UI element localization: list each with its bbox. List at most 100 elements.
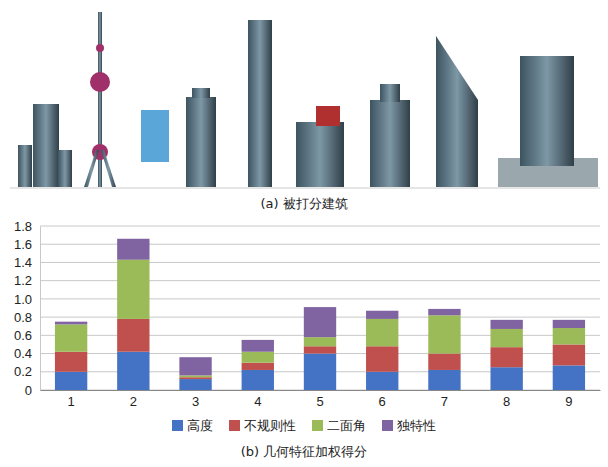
bar-segment — [117, 352, 149, 390]
y-tick: 1.6 — [14, 237, 40, 252]
bar-segment — [304, 354, 336, 390]
y-tick: 0.8 — [14, 310, 40, 325]
y-tick-label: 0.4 — [14, 346, 32, 361]
bars — [55, 239, 585, 390]
bar-segment — [179, 375, 211, 377]
x-axis: 1 2 3 4 5 6 7 8 9 — [41, 390, 601, 409]
y-axis-line — [40, 227, 41, 391]
bar-segment — [304, 307, 336, 337]
x-tick: 2 — [130, 390, 137, 409]
y-tick: 1.0 — [14, 292, 40, 307]
x-tick: 4 — [254, 390, 261, 409]
bar-segment — [366, 311, 398, 319]
bar-segment — [117, 239, 149, 260]
legend-item: 独特性 — [382, 418, 436, 433]
building-silhouette — [370, 100, 410, 187]
x-tick: 5 — [316, 390, 323, 409]
legend-item: 二面角 — [312, 418, 366, 433]
buildings — [10, 12, 600, 188]
bar-segment — [55, 372, 87, 390]
y-tick-label: 0.8 — [14, 310, 32, 325]
bar-segment — [242, 370, 274, 390]
bar-segment — [55, 324, 87, 351]
building-silhouette — [96, 44, 104, 52]
bar-segment — [179, 377, 211, 379]
bar-segment — [179, 379, 211, 390]
x-tick-label: 6 — [379, 394, 386, 409]
x-tick: 7 — [441, 390, 448, 409]
y-tick-label: 1.6 — [14, 237, 32, 252]
bar-segment — [490, 320, 522, 329]
building-silhouette — [380, 84, 400, 102]
x-tick-label: 4 — [254, 394, 261, 409]
x-tick-label: 5 — [316, 394, 323, 409]
x-tick: 3 — [192, 390, 199, 409]
y-tick-label: 0.2 — [14, 364, 32, 379]
building-silhouette — [84, 150, 99, 187]
legend-label: 独特性 — [397, 418, 436, 433]
x-tick-label: 8 — [503, 394, 510, 409]
bar-segment — [428, 309, 460, 315]
legend-swatch — [312, 420, 323, 431]
chart-title: (b) 几何特征加权得分 — [241, 444, 368, 459]
legend-label: 二面角 — [327, 418, 366, 433]
bar-segment — [428, 354, 460, 370]
building-silhouette — [520, 56, 574, 166]
y-tick: 1.8 — [14, 219, 40, 234]
legend-swatch — [172, 420, 183, 431]
y-tick-label: 0 — [25, 383, 32, 398]
grid-line — [40, 226, 600, 227]
building-silhouette — [316, 106, 340, 126]
x-axis-line — [41, 390, 601, 391]
x-tick: 6 — [379, 390, 386, 409]
bar-segment — [242, 340, 274, 352]
building-silhouette — [192, 88, 210, 98]
bar-segment — [366, 346, 398, 372]
legend-swatch — [382, 420, 393, 431]
y-tick-label: 1.4 — [14, 255, 32, 270]
building-silhouette — [248, 20, 272, 187]
panel-caption: (a) 被打分建筑 — [260, 196, 347, 211]
bar-segment — [117, 319, 149, 352]
y-axis: 00.20.40.60.81.01.21.41.61.8 — [14, 219, 41, 398]
building-silhouette — [436, 36, 478, 187]
legend-swatch — [229, 420, 240, 431]
building-silhouette — [141, 110, 169, 162]
ground-line — [10, 188, 600, 189]
y-tick-label: 1.8 — [14, 219, 32, 234]
bar-segment — [242, 352, 274, 363]
bar-segment — [490, 347, 522, 367]
building-silhouette — [18, 145, 32, 187]
building-silhouette — [98, 12, 102, 187]
building-silhouette — [296, 122, 344, 187]
x-tick-label: 7 — [441, 394, 448, 409]
bar-segment — [490, 329, 522, 347]
y-tick: 1.4 — [14, 255, 40, 270]
y-tick: 0 — [25, 383, 40, 398]
bar-segment — [304, 337, 336, 346]
bar-segment — [428, 315, 460, 353]
building-silhouette — [90, 72, 110, 92]
bar-segment — [553, 344, 585, 365]
bar-segment — [242, 363, 274, 370]
bar-segment — [428, 370, 460, 390]
bar-segment — [55, 352, 87, 372]
legend-item: 不规则性 — [229, 418, 296, 433]
x-tick-label: 2 — [130, 394, 137, 409]
bar-segment — [553, 320, 585, 328]
bar-segment — [55, 322, 87, 325]
y-tick: 0.2 — [14, 364, 40, 379]
legend-label: 不规则性 — [244, 418, 296, 433]
y-tick: 0.4 — [14, 346, 40, 361]
building-silhouette — [58, 150, 72, 187]
x-tick-label: 9 — [565, 394, 572, 409]
bar-segment — [117, 260, 149, 319]
grid — [40, 226, 600, 390]
legend-item: 高度 — [172, 418, 213, 433]
bar-segment — [366, 319, 398, 346]
x-tick: 9 — [565, 390, 572, 409]
x-tick-label: 1 — [67, 394, 74, 409]
x-tick: 1 — [67, 390, 74, 409]
y-tick: 0.6 — [14, 328, 40, 343]
x-tick-label: 3 — [192, 394, 199, 409]
